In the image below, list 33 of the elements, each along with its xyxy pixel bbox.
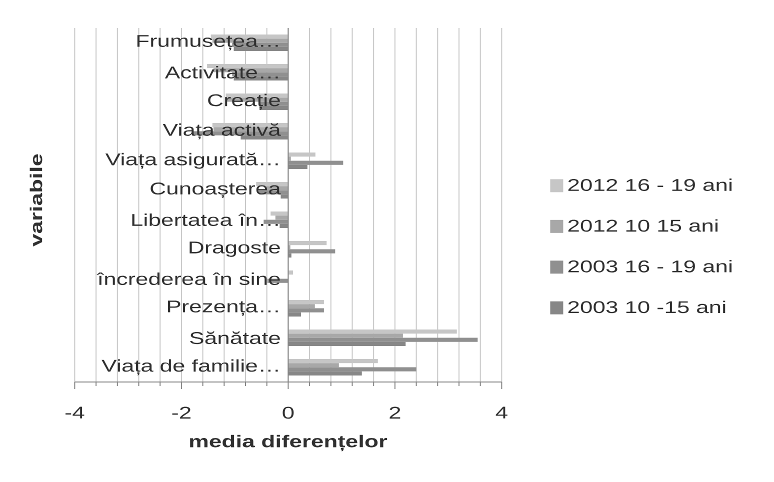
legend-label: 2003 16 - 19 ani	[568, 260, 732, 272]
y-tick-label: Viața de familie…	[102, 359, 278, 376]
y-tick-label: Viața asigurată…	[105, 152, 278, 169]
bar	[288, 152, 316, 157]
x-tick-label: -4	[66, 406, 84, 418]
legend-label: 2012 16 - 19 ani	[568, 178, 732, 192]
y-tick-label: Cunoașterea	[150, 182, 281, 198]
bar	[288, 240, 327, 246]
y-tick-label: Libertatea în…	[132, 213, 278, 226]
y-tick-label: Activitate…	[164, 66, 278, 78]
bar	[288, 329, 457, 334]
x-tick-label: 2	[390, 406, 400, 419]
y-tick-label: Creație	[208, 94, 280, 110]
y-tick-label: Sănătate	[190, 331, 280, 344]
y-tick-label: Frumusețea…	[137, 35, 278, 50]
y-tick-label: Viața activă	[162, 123, 281, 140]
y-tick-label: Dragoste	[190, 242, 280, 257]
x-tick-label: 0	[282, 406, 294, 419]
bar	[288, 270, 293, 275]
x-tick-label: -2	[172, 406, 190, 419]
bar	[288, 304, 315, 308]
y-axis-title: variabile	[30, 154, 42, 246]
legend-label: 2012 10 15 ani	[568, 219, 718, 232]
bar	[288, 334, 403, 338]
y-tick-label: Prezența…	[168, 300, 278, 316]
y-tick-label: încrederea în sine	[96, 272, 280, 286]
bar	[288, 358, 378, 364]
bar	[288, 156, 291, 161]
x-tick-label: 4	[496, 406, 508, 418]
bar	[288, 363, 339, 368]
x-axis-title: media diferențelor	[190, 434, 388, 452]
bar	[288, 300, 324, 304]
legend-label: 2003 10 -15 ani	[568, 300, 726, 314]
